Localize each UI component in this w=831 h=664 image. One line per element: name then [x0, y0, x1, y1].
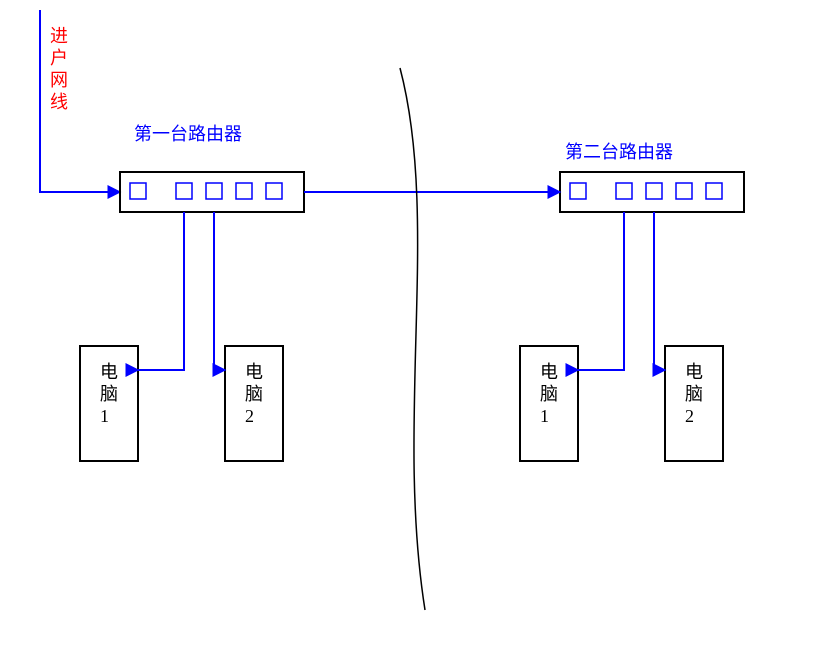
- router-r1-lan-port-2: [206, 183, 222, 199]
- computer-c3-label: 脑: [540, 384, 558, 404]
- computer-c2-label: 电: [245, 362, 263, 382]
- computer-c2-label: 脑: [245, 384, 263, 404]
- network-diagram: 进户网线第一台路由器第二台路由器电脑1电脑2电脑1电脑2: [0, 0, 831, 664]
- incoming-line-label: 线: [50, 92, 68, 112]
- incoming-line-label: 网: [50, 70, 68, 90]
- connection-r2-to-c3: [578, 212, 624, 370]
- router-r1-wan-port: [130, 183, 146, 199]
- router2-label: 第二台路由器: [565, 142, 673, 162]
- incoming-line-label: 户: [50, 48, 68, 68]
- computer-c4-label: 电: [685, 362, 703, 382]
- computer-c3-label: 电: [540, 362, 558, 382]
- router-r1-lan-port-3: [236, 183, 252, 199]
- connection-r1-to-c1: [138, 212, 184, 370]
- computer-c3-label: 1: [540, 406, 549, 426]
- router-r2-lan-port-4: [706, 183, 722, 199]
- router1-label: 第一台路由器: [134, 124, 242, 144]
- computer-c4-label: 脑: [685, 384, 703, 404]
- router-r2-lan-port-3: [676, 183, 692, 199]
- computer-c2-label: 2: [245, 406, 254, 426]
- incoming-line-label: 进: [50, 26, 68, 46]
- router-r1-lan-port-1: [176, 183, 192, 199]
- router-r1-lan-port-4: [266, 183, 282, 199]
- computer-c1-label: 脑: [100, 384, 118, 404]
- router-r2-lan-port-2: [646, 183, 662, 199]
- connection-r1-to-c2: [214, 212, 225, 370]
- computer-c1-label: 电: [100, 362, 118, 382]
- router-r2: [560, 172, 744, 212]
- computer-c1-label: 1: [100, 406, 109, 426]
- connection-r2-to-c4: [654, 212, 665, 370]
- router-r2-wan-port: [570, 183, 586, 199]
- computer-c4-label: 2: [685, 406, 694, 426]
- router-r2-lan-port-1: [616, 183, 632, 199]
- divider-curve: [400, 68, 425, 610]
- router-r1: [120, 172, 304, 212]
